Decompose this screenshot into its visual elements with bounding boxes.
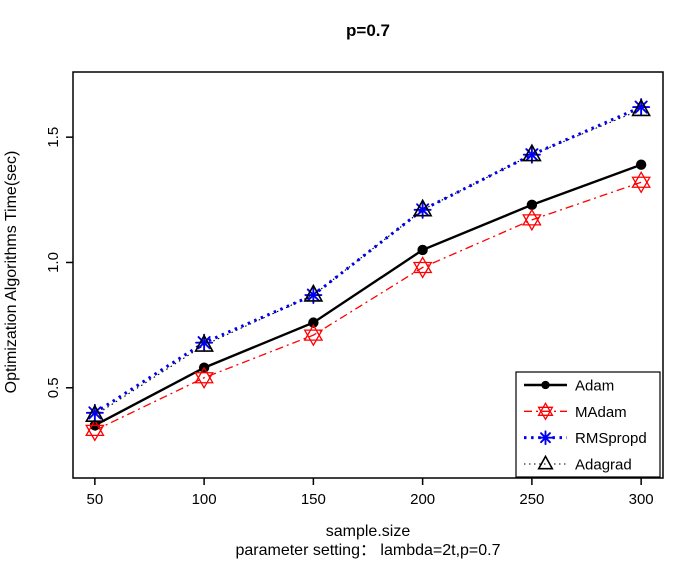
marker-filled-circle xyxy=(635,159,647,170)
plot-area-border xyxy=(72,71,664,479)
axes: 50 100 150 200 250 300 0.5 1.0 1.5 xyxy=(45,127,654,508)
series-line-adam xyxy=(94,163,642,427)
marker-asterisk-ray xyxy=(197,336,211,350)
marker-star-up xyxy=(522,208,542,226)
marker-filled-circle xyxy=(308,317,319,328)
marker-filled-circle xyxy=(526,199,538,211)
marker-open-triangle xyxy=(84,404,105,423)
marker-star-up xyxy=(85,419,105,437)
marker-asterisk-ray xyxy=(88,406,102,420)
y-tick-label: 0.5 xyxy=(45,377,62,398)
marker-open-triangle xyxy=(412,198,433,217)
marker-star-up xyxy=(631,170,651,188)
series-markers-adagrad xyxy=(84,98,652,423)
marker-open-triangle xyxy=(522,143,542,162)
marker-star-down xyxy=(194,372,214,390)
marker-star-up xyxy=(537,402,554,416)
x-tick-label: 250 xyxy=(519,491,544,508)
marker-asterisk-ray xyxy=(634,100,648,114)
y-axis-label: Optimization Algorithms Time(sec) xyxy=(3,151,20,394)
y-tick-label: 1.5 xyxy=(45,127,62,148)
marker-open-triangle xyxy=(631,98,652,117)
legend-label-madam: MAdam xyxy=(575,404,627,421)
x-tick-label: 300 xyxy=(629,491,654,508)
marker-star-down xyxy=(537,406,554,421)
marker-star-up xyxy=(303,323,324,341)
x-axis-label: sample.size xyxy=(326,523,411,540)
marker-star-down xyxy=(303,329,324,347)
series-markers-madam xyxy=(85,170,651,442)
series-line-madam xyxy=(94,181,642,431)
x-tick-label: 150 xyxy=(301,491,326,508)
legend-box xyxy=(515,371,661,478)
x-tick-label: 50 xyxy=(87,491,104,508)
marker-open-triangle xyxy=(303,283,324,302)
marker-star-down xyxy=(522,214,542,232)
marker-star-down xyxy=(631,176,651,194)
marker-filled-circle xyxy=(541,380,550,390)
legend-label-adam: Adam xyxy=(575,378,614,395)
marker-star-down xyxy=(85,424,105,442)
series-line-adagrad xyxy=(94,109,642,416)
marker-open-triangle xyxy=(194,334,214,352)
marker-star-down xyxy=(412,261,433,279)
series-markers-adam xyxy=(89,159,647,431)
x-axis-sublabel: parameter setting： lambda=2t,p=0.7 xyxy=(235,542,500,559)
marker-asterisk-ray xyxy=(540,432,551,444)
marker-star-up xyxy=(194,366,214,384)
marker-open-triangle xyxy=(537,454,554,470)
x-tick-label: 200 xyxy=(410,491,435,508)
legend: Adam MAdam RMSpropd Adagrad xyxy=(515,371,661,478)
marker-filled-circle xyxy=(417,244,428,256)
legend-label-rmspropd: RMSpropd xyxy=(575,430,647,447)
series-line-rmspropd xyxy=(94,105,642,415)
chart-title: p=0.7 xyxy=(346,21,390,40)
series-group xyxy=(84,98,652,442)
legend-label-adagrad: Adagrad xyxy=(575,457,632,474)
x-tick-label: 100 xyxy=(192,491,217,508)
y-tick-label: 1.0 xyxy=(45,252,62,273)
marker-star-up xyxy=(412,256,433,274)
